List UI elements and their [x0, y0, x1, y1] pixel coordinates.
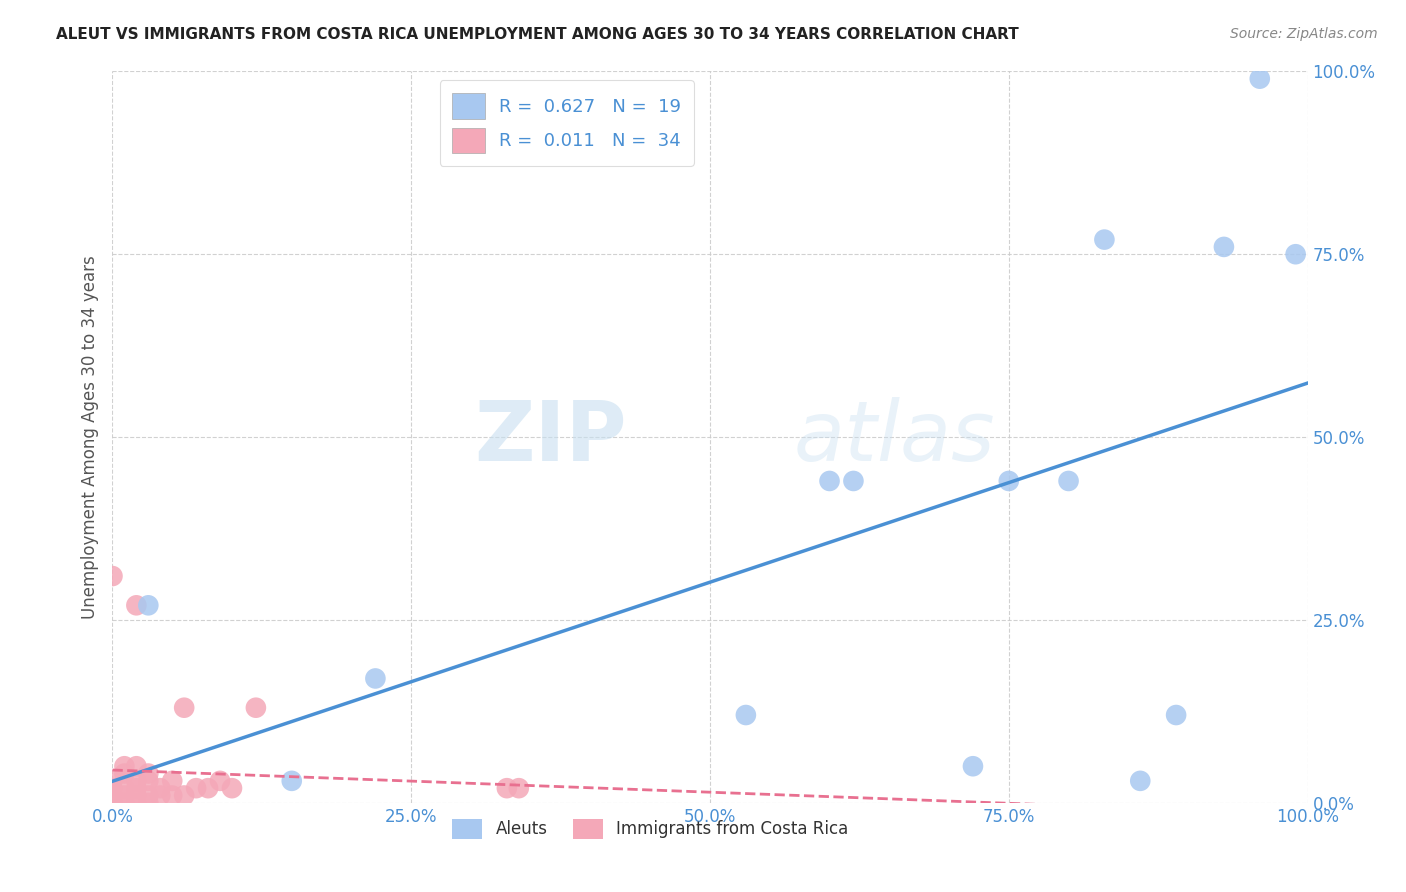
Point — [125, 773, 148, 788]
Point — [138, 796, 160, 810]
Point — [496, 781, 519, 796]
Point — [735, 708, 758, 723]
Point — [1129, 773, 1152, 788]
Point — [101, 569, 124, 583]
Point — [125, 759, 148, 773]
Point — [364, 672, 387, 686]
Point — [101, 781, 124, 796]
Point — [197, 781, 219, 796]
Point — [149, 781, 172, 796]
Point — [186, 781, 208, 796]
Point — [1057, 474, 1080, 488]
Point — [842, 474, 865, 488]
Point — [149, 789, 172, 803]
Point — [1285, 247, 1308, 261]
Point — [281, 773, 304, 788]
Point — [1094, 233, 1116, 247]
Point — [998, 474, 1021, 488]
Point — [962, 759, 984, 773]
Point — [508, 781, 530, 796]
Point — [1213, 240, 1236, 254]
Point — [138, 789, 160, 803]
Point — [138, 773, 160, 788]
Point — [125, 796, 148, 810]
Point — [138, 599, 160, 613]
Point — [221, 781, 243, 796]
Point — [818, 474, 841, 488]
Point — [114, 766, 135, 780]
Point — [101, 796, 124, 810]
Y-axis label: Unemployment Among Ages 30 to 34 years: Unemployment Among Ages 30 to 34 years — [80, 255, 98, 619]
Text: Source: ZipAtlas.com: Source: ZipAtlas.com — [1230, 27, 1378, 41]
Point — [1249, 71, 1271, 86]
Text: atlas: atlas — [793, 397, 995, 477]
Point — [101, 773, 124, 788]
Point — [162, 789, 183, 803]
Point — [173, 789, 195, 803]
Point — [209, 773, 232, 788]
Point — [114, 781, 135, 796]
Point — [173, 700, 195, 714]
Point — [114, 759, 135, 773]
Point — [125, 599, 148, 613]
Point — [125, 781, 148, 796]
Point — [138, 766, 160, 780]
Point — [125, 789, 148, 803]
Text: ZIP: ZIP — [474, 397, 627, 477]
Point — [101, 796, 124, 810]
Point — [114, 789, 135, 803]
Text: ALEUT VS IMMIGRANTS FROM COSTA RICA UNEMPLOYMENT AMONG AGES 30 TO 34 YEARS CORRE: ALEUT VS IMMIGRANTS FROM COSTA RICA UNEM… — [56, 27, 1019, 42]
Point — [245, 700, 267, 714]
Point — [1166, 708, 1188, 723]
Legend: Aleuts, Immigrants from Costa Rica: Aleuts, Immigrants from Costa Rica — [446, 812, 855, 846]
Point — [101, 789, 124, 803]
Point — [114, 796, 135, 810]
Point — [162, 773, 183, 788]
